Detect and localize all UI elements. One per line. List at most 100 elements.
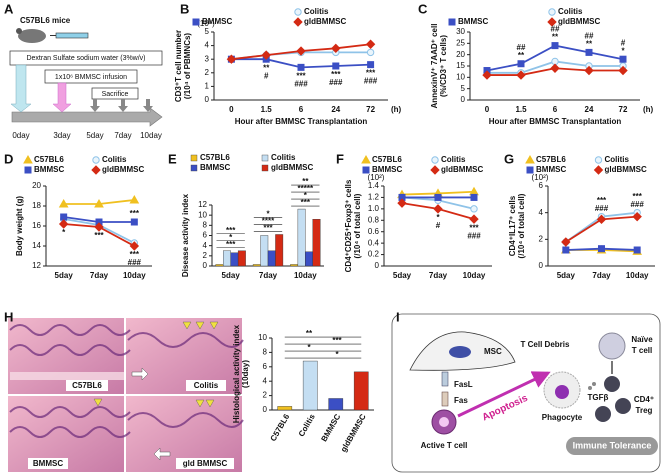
- y-tick-label: 10: [258, 333, 267, 342]
- debris-label: T Cell Debris: [521, 340, 570, 349]
- data-point: [94, 222, 104, 232]
- legend-swatch: [190, 154, 198, 162]
- bar: [302, 360, 318, 411]
- legend-label: BMMSC: [372, 165, 402, 174]
- mouse-label: C57BL6 mice: [20, 16, 71, 25]
- data-point: [261, 50, 271, 60]
- y-unit: (10⁵): [197, 19, 215, 28]
- significance-label: **: [306, 329, 313, 338]
- legend-label: gldBMMSC: [271, 163, 313, 172]
- day-label: 10day: [140, 131, 162, 140]
- significance-label: ***: [226, 240, 236, 249]
- significance-label: *: [266, 210, 270, 219]
- significance-label: ***: [632, 192, 642, 201]
- legend-label: BMMSC: [34, 165, 64, 174]
- bar: [305, 251, 314, 267]
- y-axis-title: (%/CD3⁺ T cells): [439, 35, 448, 97]
- sacrifice-arrow: [118, 99, 128, 112]
- data-point: [60, 213, 68, 221]
- significance-label: *: [436, 213, 440, 222]
- significance-label: *: [307, 343, 311, 352]
- data-point: [470, 205, 478, 213]
- data-point: [517, 60, 525, 68]
- bar: [267, 250, 276, 267]
- significance-label: #: [264, 71, 269, 80]
- data-point: [598, 245, 605, 253]
- significance-label: ###: [364, 77, 378, 86]
- data-point: [129, 241, 140, 251]
- bar: [312, 219, 321, 267]
- legend-label: Colitis: [558, 7, 583, 16]
- treg: [615, 398, 631, 414]
- infusion-arrow: [52, 82, 72, 113]
- panel-a: C57BL6 mice Dextran Sulfate sodium water…: [9, 16, 163, 140]
- legend-label: Colitis: [304, 7, 329, 16]
- marker-triangle: [93, 398, 103, 407]
- y-tick-label: 0: [539, 261, 544, 270]
- legend-label: BMMSC: [200, 163, 230, 172]
- significance-label: ###: [128, 258, 142, 267]
- mucosa-band: [10, 372, 124, 380]
- sacrifice-label: Sacrifice: [102, 91, 129, 98]
- y-unit: (10²): [368, 173, 385, 182]
- y-tick-label: 6: [263, 362, 268, 371]
- significance-label: ###: [467, 231, 481, 240]
- significance-label: ##: [551, 25, 560, 34]
- data-point: [226, 54, 237, 64]
- tgf-label: TGFβ: [588, 393, 609, 402]
- y-tick-label: 0: [205, 95, 210, 104]
- y-tick-label: 2: [203, 251, 208, 260]
- y-tick-label: 10: [198, 210, 207, 219]
- significance-label: ###: [294, 79, 308, 88]
- y-tick-label: 8: [263, 348, 268, 357]
- tgf-dot: [588, 386, 592, 390]
- data-point: [482, 70, 492, 80]
- y-axis-title: (/10⁴ of total cell): [353, 193, 362, 258]
- panel-h-images: C57BL6 Colitis BMMSC gld BMMSC: [8, 318, 244, 472]
- panel-letter: B: [180, 1, 189, 16]
- y-tick-label: 0: [203, 261, 208, 270]
- data-point: [585, 48, 593, 56]
- data-point: [470, 193, 478, 201]
- x-tick-label: 5day: [393, 271, 412, 280]
- significance-label: *****: [298, 184, 314, 193]
- legend-label: BMMSC: [202, 17, 232, 26]
- mouse-icon: [18, 29, 46, 43]
- significance-label: ###: [630, 200, 644, 209]
- data-point: [633, 246, 641, 254]
- x-tick-label: 7day: [429, 271, 448, 280]
- legend-marker: [593, 165, 604, 175]
- fas-label: Fas: [454, 396, 468, 405]
- x-tick-label: 24: [331, 105, 340, 114]
- significance-label: ***: [130, 209, 140, 218]
- data-point: [331, 43, 341, 54]
- fas: [441, 391, 449, 407]
- phagocyte-label: Phagocyte: [542, 413, 583, 422]
- y-axis-title: (10day): [241, 360, 250, 388]
- x-tick-label: Colitis: [297, 412, 317, 438]
- image-label: BMMSC: [33, 459, 63, 468]
- legend-label: C57BL6: [34, 155, 64, 164]
- data-point: [618, 65, 628, 76]
- legend-swatch: [190, 164, 198, 172]
- y-tick-label: 12: [32, 261, 41, 270]
- y-tick-label: 0: [375, 261, 380, 270]
- x-tick-label: 5day: [55, 271, 74, 280]
- y-tick-label: 0.2: [368, 250, 380, 259]
- day-label: 7day: [114, 131, 131, 140]
- significance-label: ***: [226, 226, 236, 235]
- treg: [595, 406, 611, 422]
- legend-label: gldBMMSC: [441, 165, 483, 174]
- fasl: [441, 371, 449, 387]
- marker-triangle: [195, 399, 205, 408]
- significance-label: ***: [332, 336, 342, 345]
- treg: [604, 376, 620, 392]
- legend-label: Colitis: [271, 153, 296, 162]
- significance-label: **: [552, 33, 559, 42]
- y-tick-label: 20: [456, 50, 465, 59]
- bar: [328, 398, 344, 411]
- x-tick-label: 72: [366, 105, 375, 114]
- data-point: [551, 42, 559, 50]
- y-axis-title: CD3⁺T cell number: [174, 30, 183, 102]
- significance-label: **: [263, 63, 270, 72]
